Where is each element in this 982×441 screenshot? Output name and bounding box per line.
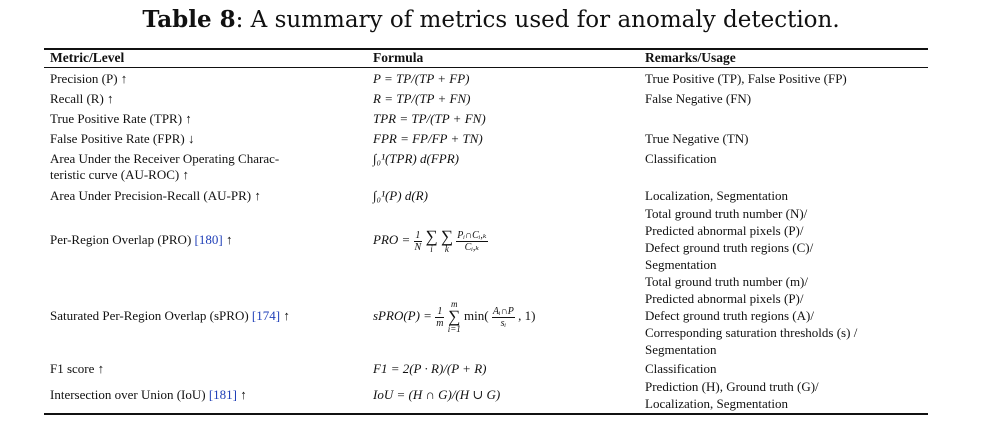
pro-remarks-4: Segmentation	[645, 257, 717, 272]
spro-min: min(	[464, 308, 489, 323]
table-caption-label: Table 8	[142, 6, 236, 33]
spro-metric: Saturated Per-Region Overlap (sPRO) [174…	[50, 308, 290, 324]
iou-metric-arrow: ↑	[237, 387, 247, 402]
aupr-formula: ∫₀¹(P) d(R)	[373, 188, 428, 203]
fpr-formula: FPR = FP/FP + TN)	[373, 131, 483, 146]
pro-formula-lhs: PRO =	[373, 232, 414, 247]
header-remarks: Remarks/Usage	[645, 50, 736, 65]
spro-remarks-2: Predicted abnormal pixels (P)/	[645, 291, 804, 306]
top-rule	[44, 48, 928, 50]
iou-metric: Intersection over Union (IoU) [181] ↑	[50, 387, 247, 403]
pro-frac-1n-den: N	[414, 241, 422, 253]
recall-metric: Recall (R) ↑	[50, 91, 114, 106]
pro-frac-1n-num: 1	[413, 229, 423, 242]
pro-remarks-2: Predicted abnormal pixels (P)/	[645, 223, 804, 238]
pro-citation-link[interactable]: [180]	[194, 232, 223, 247]
pro-sum-k-symbol: ∑	[440, 226, 453, 246]
pro-sum-i-sub: i	[430, 243, 433, 254]
precision-remarks: True Positive (TP), False Positive (FP)	[645, 71, 847, 86]
spro-frac-1m-num: 1	[435, 306, 445, 318]
aupr-remarks: Localization, Segmentation	[645, 188, 788, 203]
header-rule	[44, 67, 928, 68]
spro-remarks-3: Defect ground truth regions (A)/	[645, 308, 814, 323]
fpr-remarks: True Negative (TN)	[645, 131, 749, 146]
iou-remarks-2: Localization, Segmentation	[645, 396, 788, 411]
pro-sum-k: ∑ k	[440, 226, 453, 254]
spro-citation-link[interactable]: [174]	[251, 308, 281, 323]
auroc-formula: ∫₀¹(TPR) d(FPR)	[373, 151, 459, 166]
f1-formula: F1 = 2(P · R)/(P + R)	[373, 361, 487, 376]
spro-sum-bottom: i=1	[447, 324, 461, 335]
spro-metric-arrow: ↑	[280, 308, 290, 323]
pro-metric: Per-Region Overlap (PRO) [180] ↑	[50, 232, 232, 248]
pro-frac-overlap-num: Pᵢ∩Cᵢ,ₖ	[456, 229, 488, 242]
spro-sum-top: m	[450, 299, 458, 310]
spro-remarks-4: Corresponding saturation thresholds (s) …	[645, 325, 858, 340]
pro-remarks-3: Defect ground truth regions (C)/	[645, 240, 814, 255]
table-caption: Table 8: A summary of metrics used for a…	[0, 6, 982, 33]
aupr-metric: Area Under Precision-Recall (AU-PR) ↑	[50, 188, 261, 203]
iou-citation-link[interactable]: [181]	[208, 387, 238, 402]
auroc-remarks: Classification	[645, 151, 717, 166]
spro-frac-sat-den: sᵢ	[500, 317, 507, 329]
precision-formula: P = TP/(TP + FP)	[373, 71, 470, 86]
iou-formula: IoU = (H ∩ G)/(H ∪ G)	[373, 387, 501, 402]
pro-metric-arrow: ↑	[222, 232, 233, 247]
spro-remarks-1: Total ground truth number (m)/	[645, 274, 809, 289]
pro-frac-overlap: Pᵢ∩Cᵢ,ₖ Cᵢ,ₖ	[456, 229, 488, 253]
tpr-metric: True Positive Rate (TPR) ↑	[50, 111, 192, 126]
pro-sum-i-symbol: ∑	[425, 226, 438, 246]
spro-metric-text: Saturated Per-Region Overlap (sPRO)	[50, 308, 252, 323]
spro-formula-lhs: sPRO(P) =	[373, 308, 436, 323]
spro-frac-sat-num: Aᵢ∩P	[491, 305, 515, 318]
spro-frac-1m-den: m	[436, 317, 444, 329]
pro-sum-i: ∑ i	[425, 226, 438, 254]
spro-sum-symbol: ∑	[448, 307, 461, 327]
pro-sum-k-sub: k	[444, 243, 449, 254]
auroc-metric-line2: teristic curve (AU-ROC) ↑	[50, 167, 189, 182]
recall-formula: R = TP/(TP + FN)	[373, 91, 471, 106]
spro-tail: , 1)	[518, 308, 536, 323]
f1-remarks: Classification	[645, 361, 717, 376]
recall-remarks: False Negative (FN)	[645, 91, 752, 106]
fpr-metric: False Positive Rate (FPR) ↓	[50, 131, 195, 146]
spro-frac-sat: Aᵢ∩P sᵢ	[491, 305, 515, 329]
spro-sum: m ∑ i=1	[448, 300, 461, 334]
iou-metric-text: Intersection over Union (IoU)	[50, 387, 209, 402]
pro-frac-overlap-den: Cᵢ,ₖ	[464, 241, 480, 253]
pro-remarks-1: Total ground truth number (N)/	[645, 206, 808, 221]
auroc-metric-line1: Area Under the Receiver Operating Charac…	[50, 151, 280, 166]
table-caption-text: : A summary of metrics used for anomaly …	[235, 7, 840, 33]
spro-remarks-5: Segmentation	[645, 342, 717, 357]
iou-remarks-1: Prediction (H), Ground truth (G)/	[645, 379, 819, 394]
header-formula: Formula	[373, 50, 424, 65]
header-metric: Metric/Level	[50, 50, 125, 65]
tpr-formula: TPR = TP/(TP + FN)	[373, 111, 486, 126]
bottom-rule	[44, 413, 928, 415]
precision-metric: Precision (P) ↑	[50, 71, 128, 86]
pro-metric-text: Per-Region Overlap (PRO)	[50, 232, 195, 247]
f1-metric: F1 score ↑	[50, 361, 105, 376]
